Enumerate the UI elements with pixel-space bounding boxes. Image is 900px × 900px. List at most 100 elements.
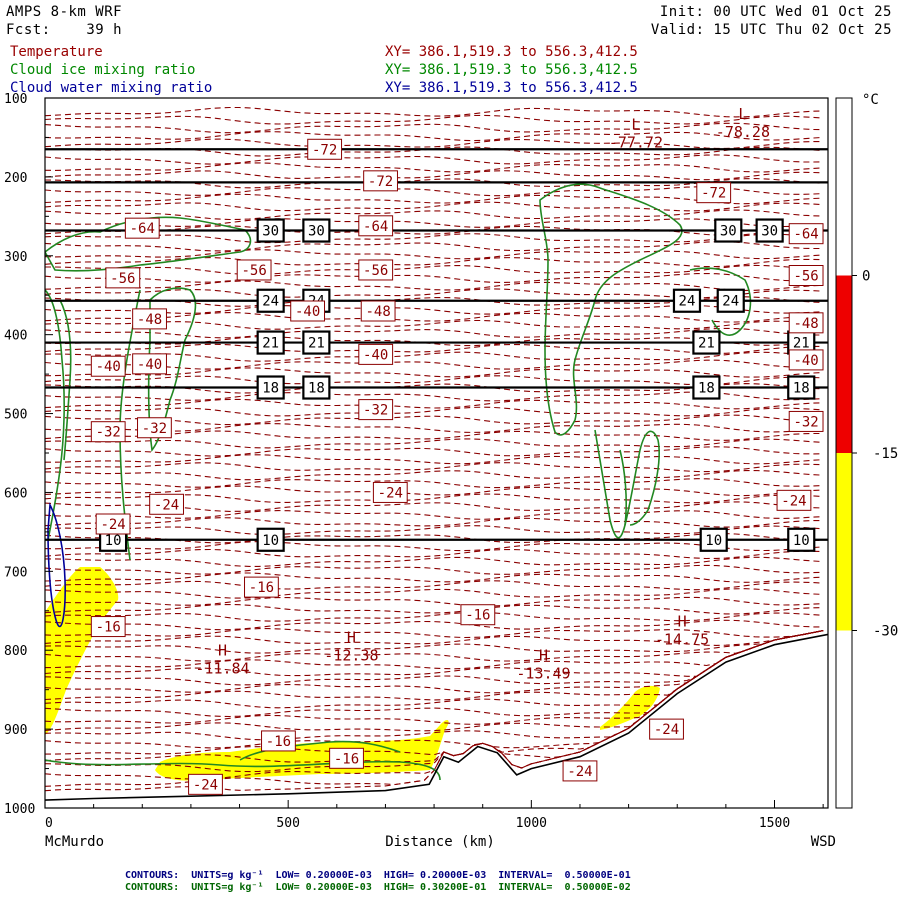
- temperature-isotherm: [45, 272, 824, 284]
- extremum-value: -13.49: [516, 664, 570, 682]
- temperature-isotherm: [45, 201, 824, 212]
- temperature-label: -64: [793, 227, 818, 243]
- temperature-isotherm: [45, 596, 824, 607]
- temperature-isotherm: [45, 454, 824, 465]
- temperature-label: -72: [368, 174, 393, 190]
- extremum-marker: L: [631, 116, 640, 134]
- legend-temperature: Temperature: [10, 44, 103, 60]
- temperature-label: -56: [241, 263, 266, 279]
- temperature-isotherm: [45, 241, 824, 252]
- reference-line-label-box: [302, 375, 331, 400]
- y-tick-label: 300: [4, 250, 27, 265]
- temperature-isotherm: [45, 603, 824, 615]
- reference-line-label-box: [256, 527, 285, 552]
- temperature-label: -16: [96, 620, 121, 636]
- temperature-isotherm: [45, 619, 824, 631]
- xy-cloud-ice: XY= 386.1,519.3 to 556.3,412.5: [385, 62, 638, 78]
- temperature-label-box: [90, 421, 126, 443]
- temperature-isotherm: [45, 131, 824, 142]
- temperature-label-box: [360, 300, 396, 322]
- xy-temperature: XY= 386.1,519.3 to 556.3,412.5: [385, 44, 638, 60]
- temperature-label-box: [90, 355, 126, 377]
- temperature-label: -64: [363, 219, 388, 235]
- temperature-label: -40: [96, 359, 121, 375]
- extremum-marker: H: [539, 646, 548, 664]
- temperature-label-box: [696, 182, 732, 204]
- temperature-label-box: [132, 353, 167, 375]
- y-tick-label: 1000: [4, 802, 35, 817]
- x-tick-label: 500: [276, 816, 299, 831]
- temperature-label-box: [788, 349, 824, 371]
- temperature-label: -24: [567, 764, 592, 780]
- temperature-label-box: [290, 300, 326, 322]
- cloud-ice-contour: [689, 267, 752, 336]
- temperature-label: -16: [334, 751, 359, 767]
- temperature-label-box: [132, 308, 167, 330]
- temperature-label-box: [105, 267, 141, 289]
- cloud-ice-contour: [594, 429, 627, 539]
- cloud-ice-contour: [59, 299, 72, 461]
- temperature-label-box: [358, 259, 394, 281]
- temperature-label: -32: [96, 425, 121, 441]
- temperature-label-box: [329, 747, 364, 769]
- legend-cloud-ice: Cloud ice mixing ratio: [10, 62, 196, 78]
- reference-line-label-box: [714, 218, 743, 243]
- x-axis-label: Distance (km): [385, 834, 495, 850]
- footer-contours-water: CONTOURS: UNITS=g kg⁻¹ LOW= 0.20000E-03 …: [125, 870, 631, 881]
- temperature-label-box: [307, 138, 343, 160]
- extremum-value: -77.72: [609, 134, 663, 152]
- temperature-label-box: [149, 493, 184, 515]
- terrain-profile: [45, 633, 828, 801]
- reference-line-label: 18: [793, 381, 810, 397]
- x-end-label: WSD: [811, 834, 836, 850]
- y-tick-label: 400: [4, 329, 27, 344]
- reference-line-label: 21: [698, 336, 715, 352]
- x-tick-label: 1000: [516, 816, 547, 831]
- reference-line-label: 30: [308, 224, 325, 240]
- temperature-label-box: [363, 170, 398, 192]
- colorbar-segment: [836, 453, 852, 631]
- temperature-label: -40: [793, 353, 818, 369]
- temperature-label-box: [244, 576, 279, 598]
- temperature-label: -72: [312, 142, 337, 158]
- supercooled-shading: [155, 719, 449, 781]
- temperature-isotherm: [45, 478, 824, 489]
- reference-line-label-box: [672, 288, 702, 313]
- temperature-label-box: [776, 489, 812, 511]
- temperature-label: -56: [793, 269, 818, 285]
- temperature-isotherm: [45, 630, 824, 686]
- temperature-isotherm: [45, 446, 824, 457]
- temperature-label-box: [358, 399, 394, 421]
- colorbar-tick-label: -15: [873, 446, 898, 462]
- temperature-isotherm: [45, 398, 824, 410]
- temperature-isotherm: [45, 406, 824, 417]
- reference-line-label-box: [699, 527, 728, 552]
- temperature-label-box: [358, 215, 394, 237]
- temperature-label-box: [358, 343, 394, 365]
- temperature-isotherm: [45, 564, 824, 575]
- temperature-label-box: [261, 730, 296, 752]
- temperature-isotherm: [45, 138, 824, 149]
- reference-line-label-box: [302, 330, 331, 355]
- y-tick-label: 900: [4, 723, 27, 738]
- temperature-label-box: [788, 312, 824, 334]
- colorbar-tick-label: 0: [862, 269, 870, 285]
- supercooled-shading: [45, 567, 119, 735]
- extremum-value: -11.84: [195, 660, 249, 678]
- reference-line-label-box: [787, 527, 816, 552]
- y-tick-label: 200: [4, 171, 27, 186]
- cloud-ice-contour: [624, 430, 660, 526]
- reference-line-label: 18: [262, 381, 279, 397]
- temperature-label-box: [188, 773, 223, 795]
- colorbar-segment: [836, 98, 852, 276]
- header-right: Init: 00 UTC Wed 01 Oct 25 Valid: 15 UTC…: [651, 3, 892, 39]
- y-tick-label: 700: [4, 565, 27, 580]
- temperature-isotherm: [45, 517, 824, 528]
- cloud-ice-contour: [147, 287, 197, 452]
- reference-line-label-box: [716, 288, 745, 313]
- legend-cloud-water: Cloud water mixing ratio: [10, 80, 213, 96]
- temperature-isotherm: [45, 170, 824, 181]
- reference-line-label: 21: [262, 336, 279, 352]
- temperature-isotherm: [45, 462, 824, 473]
